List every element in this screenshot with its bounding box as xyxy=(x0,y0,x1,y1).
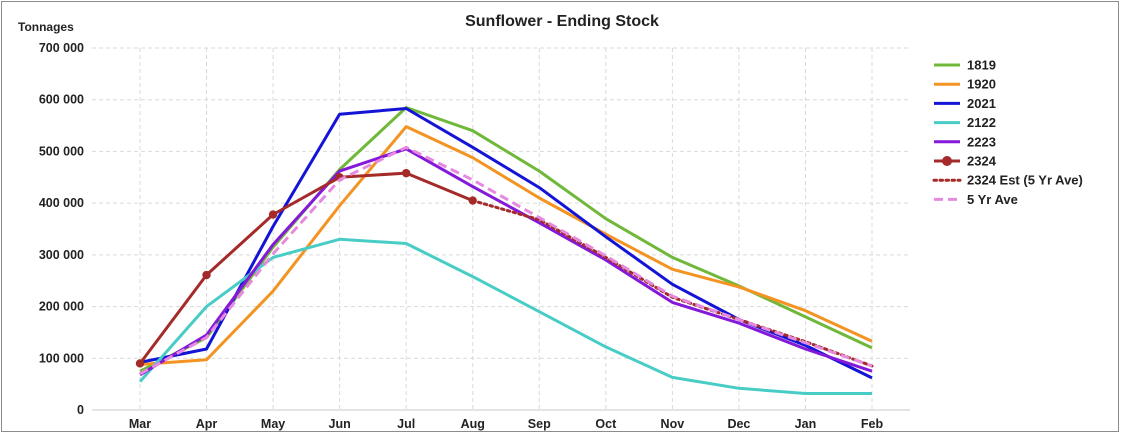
series-line-2122 xyxy=(138,237,872,395)
x-tick-label: Mar xyxy=(129,417,151,431)
series-point-2324 xyxy=(268,210,278,219)
legend-label: 1819 xyxy=(967,58,996,73)
x-tick-label: May xyxy=(261,417,285,431)
legend-label: 2324 Est (5 Yr Ave) xyxy=(967,173,1083,188)
legend-label: 2021 xyxy=(967,96,996,111)
x-tick-label: Sep xyxy=(528,417,551,431)
series-lines xyxy=(135,106,874,395)
x-tick-label: Jul xyxy=(397,417,415,431)
series-point-2324 xyxy=(202,270,211,280)
y-axis-label: Tonnages xyxy=(18,20,74,34)
series-line-2223 xyxy=(139,147,873,377)
x-tick-label: Feb xyxy=(861,417,884,431)
y-tick-label: 0 xyxy=(77,403,84,417)
chart-title: Sunflower - Ending Stock xyxy=(465,13,659,30)
series-point-2324 xyxy=(135,359,145,368)
legend-label: 2122 xyxy=(967,115,996,130)
y-tick-label: 600 000 xyxy=(39,93,84,107)
x-tick-label: Dec xyxy=(727,417,750,431)
y-tick-label: 100 000 xyxy=(39,351,84,365)
y-tick-label: 400 000 xyxy=(39,196,84,210)
y-tick-label: 700 000 xyxy=(39,41,84,55)
series-line-5-yr-ave xyxy=(139,145,873,376)
legend-label: 1920 xyxy=(967,77,996,92)
x-tick-label: Oct xyxy=(595,417,617,431)
legend-label: 2324 xyxy=(967,154,997,169)
x-tick-label: Aug xyxy=(461,417,485,431)
x-tick-label: Nov xyxy=(661,417,685,431)
legend-label: 2223 xyxy=(967,134,996,149)
series-line-2324 xyxy=(138,171,474,365)
x-axis-ticks: Mar Apr May Jun Jul Aug Sep Oct Nov Dec Jan Feb xyxy=(129,417,884,431)
series-line-1920 xyxy=(139,125,873,366)
x-tick-label: Jun xyxy=(329,417,351,431)
y-tick-label: 300 000 xyxy=(39,248,84,262)
y-axis-ticks: 0 100 000 200 000 300 000 400 000 500 000 600 … xyxy=(39,41,84,417)
series-line-2021 xyxy=(139,107,873,380)
y-tick-label: 500 000 xyxy=(39,144,84,158)
series-point-2324 xyxy=(401,168,411,178)
y-tick-label: 200 000 xyxy=(39,300,84,314)
gridlines xyxy=(92,47,910,411)
x-tick-label: Apr xyxy=(196,417,218,431)
legend: 1819 1920 2021 2122 2223 2324 2324 Est (5 Yr A… xyxy=(932,58,1083,207)
legend-label: 5 Yr Ave xyxy=(967,192,1018,207)
x-tick-label: Jan xyxy=(795,417,817,431)
legend-marker xyxy=(942,156,952,166)
